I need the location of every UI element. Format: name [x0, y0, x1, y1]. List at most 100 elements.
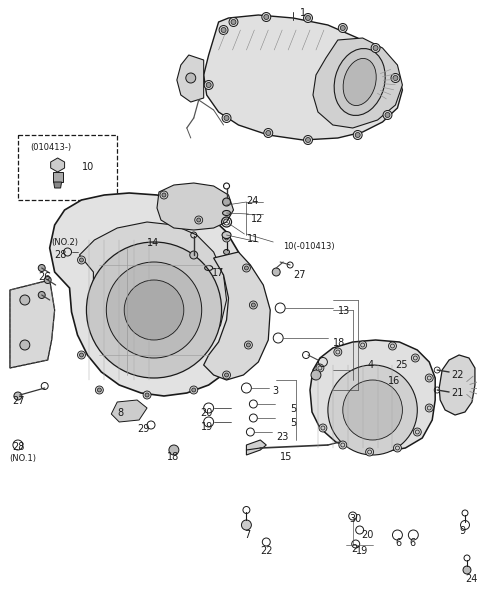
- Circle shape: [252, 303, 255, 307]
- Circle shape: [77, 351, 85, 359]
- Text: 18: 18: [333, 338, 345, 348]
- Circle shape: [411, 354, 420, 362]
- Text: 9: 9: [459, 526, 465, 536]
- Circle shape: [231, 20, 236, 25]
- Circle shape: [303, 14, 312, 23]
- Circle shape: [425, 404, 433, 412]
- Text: 5: 5: [290, 404, 296, 414]
- Polygon shape: [204, 15, 402, 140]
- Circle shape: [306, 138, 311, 143]
- Circle shape: [343, 380, 402, 440]
- Circle shape: [186, 73, 196, 83]
- Circle shape: [353, 130, 362, 140]
- Polygon shape: [80, 222, 227, 364]
- Circle shape: [266, 130, 271, 135]
- Text: 13: 13: [338, 306, 350, 316]
- Text: 4: 4: [368, 360, 374, 370]
- Circle shape: [306, 15, 311, 20]
- Circle shape: [425, 374, 433, 382]
- Polygon shape: [204, 252, 270, 380]
- Text: 7: 7: [244, 530, 251, 540]
- Circle shape: [225, 236, 228, 240]
- Text: 10(-010413): 10(-010413): [283, 242, 335, 251]
- Circle shape: [388, 342, 396, 350]
- Circle shape: [223, 371, 230, 379]
- Text: 23: 23: [276, 432, 288, 442]
- Text: 28: 28: [55, 250, 67, 260]
- Circle shape: [246, 343, 251, 347]
- Circle shape: [38, 292, 45, 298]
- Circle shape: [394, 444, 401, 452]
- Circle shape: [328, 365, 417, 455]
- Circle shape: [393, 76, 398, 81]
- Text: 12: 12: [252, 214, 264, 224]
- Polygon shape: [310, 340, 435, 452]
- Circle shape: [264, 129, 273, 138]
- Circle shape: [339, 441, 347, 449]
- Ellipse shape: [334, 49, 385, 116]
- Circle shape: [96, 386, 103, 394]
- Circle shape: [242, 264, 251, 272]
- Text: 21: 21: [451, 388, 464, 398]
- Circle shape: [244, 341, 252, 349]
- Text: 1: 1: [300, 8, 306, 18]
- Circle shape: [143, 391, 151, 399]
- Text: 24: 24: [246, 196, 259, 206]
- Polygon shape: [157, 183, 233, 230]
- Polygon shape: [313, 38, 402, 128]
- Polygon shape: [10, 280, 55, 368]
- Circle shape: [383, 111, 392, 119]
- Circle shape: [371, 44, 380, 52]
- Circle shape: [77, 256, 85, 264]
- Circle shape: [262, 12, 271, 22]
- Circle shape: [160, 191, 168, 199]
- Text: 20: 20: [201, 408, 213, 418]
- Text: 26: 26: [38, 272, 50, 282]
- Circle shape: [190, 251, 198, 259]
- Ellipse shape: [224, 250, 229, 255]
- Polygon shape: [49, 193, 251, 396]
- Circle shape: [264, 15, 269, 20]
- Circle shape: [355, 132, 360, 138]
- Circle shape: [338, 23, 347, 33]
- Ellipse shape: [343, 58, 376, 106]
- Text: (010413-): (010413-): [30, 143, 71, 152]
- Circle shape: [224, 116, 229, 121]
- Circle shape: [463, 566, 471, 574]
- Circle shape: [272, 268, 280, 276]
- Circle shape: [14, 392, 22, 400]
- Circle shape: [197, 218, 201, 222]
- Circle shape: [206, 82, 211, 87]
- Text: 19: 19: [201, 422, 213, 432]
- Circle shape: [192, 388, 196, 392]
- Text: 29: 29: [137, 424, 149, 434]
- Circle shape: [334, 348, 342, 356]
- Circle shape: [229, 17, 238, 26]
- Text: 10: 10: [82, 162, 94, 172]
- Text: 14: 14: [147, 238, 159, 248]
- Text: 11: 11: [247, 234, 260, 244]
- Ellipse shape: [223, 210, 230, 215]
- Circle shape: [413, 428, 421, 436]
- Circle shape: [391, 74, 400, 82]
- Polygon shape: [246, 440, 266, 455]
- Circle shape: [86, 242, 222, 378]
- Circle shape: [319, 424, 327, 432]
- Circle shape: [385, 113, 390, 117]
- Text: 17: 17: [212, 268, 224, 278]
- Circle shape: [38, 264, 45, 271]
- Text: 2: 2: [352, 544, 358, 554]
- Polygon shape: [54, 182, 61, 188]
- Circle shape: [303, 135, 312, 145]
- Circle shape: [124, 280, 184, 340]
- Text: 15: 15: [280, 452, 293, 462]
- Circle shape: [44, 277, 51, 284]
- Ellipse shape: [222, 231, 231, 239]
- Circle shape: [373, 46, 378, 50]
- Circle shape: [244, 266, 248, 270]
- Text: 27: 27: [12, 396, 24, 406]
- Text: 8: 8: [117, 408, 123, 418]
- Circle shape: [190, 386, 198, 394]
- Text: 18: 18: [167, 452, 179, 462]
- Circle shape: [223, 234, 230, 242]
